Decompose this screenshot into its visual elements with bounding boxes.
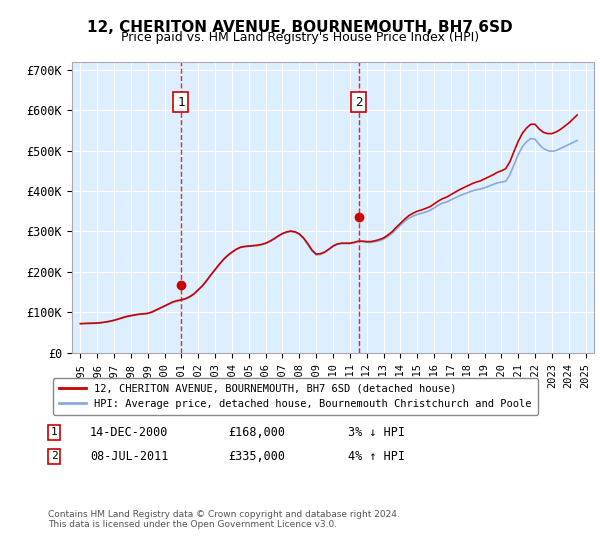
Text: Price paid vs. HM Land Registry's House Price Index (HPI): Price paid vs. HM Land Registry's House … xyxy=(121,31,479,44)
Text: 1: 1 xyxy=(177,96,185,109)
Text: 4% ↑ HPI: 4% ↑ HPI xyxy=(348,450,405,463)
Text: 2: 2 xyxy=(355,96,362,109)
Text: 08-JUL-2011: 08-JUL-2011 xyxy=(90,450,169,463)
Text: Contains HM Land Registry data © Crown copyright and database right 2024.
This d: Contains HM Land Registry data © Crown c… xyxy=(48,510,400,529)
Text: £168,000: £168,000 xyxy=(228,426,285,439)
Text: 2: 2 xyxy=(50,451,58,461)
Text: 3% ↓ HPI: 3% ↓ HPI xyxy=(348,426,405,439)
Legend: 12, CHERITON AVENUE, BOURNEMOUTH, BH7 6SD (detached house), HPI: Average price, : 12, CHERITON AVENUE, BOURNEMOUTH, BH7 6S… xyxy=(53,377,538,416)
Text: 12, CHERITON AVENUE, BOURNEMOUTH, BH7 6SD: 12, CHERITON AVENUE, BOURNEMOUTH, BH7 6S… xyxy=(87,20,513,35)
Text: 14-DEC-2000: 14-DEC-2000 xyxy=(90,426,169,439)
Text: 1: 1 xyxy=(50,427,58,437)
Text: £335,000: £335,000 xyxy=(228,450,285,463)
